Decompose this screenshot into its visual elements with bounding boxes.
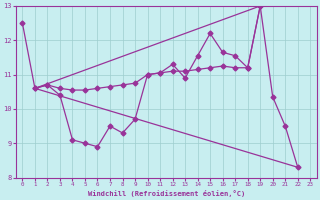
X-axis label: Windchill (Refroidissement éolien,°C): Windchill (Refroidissement éolien,°C) [88,190,245,197]
